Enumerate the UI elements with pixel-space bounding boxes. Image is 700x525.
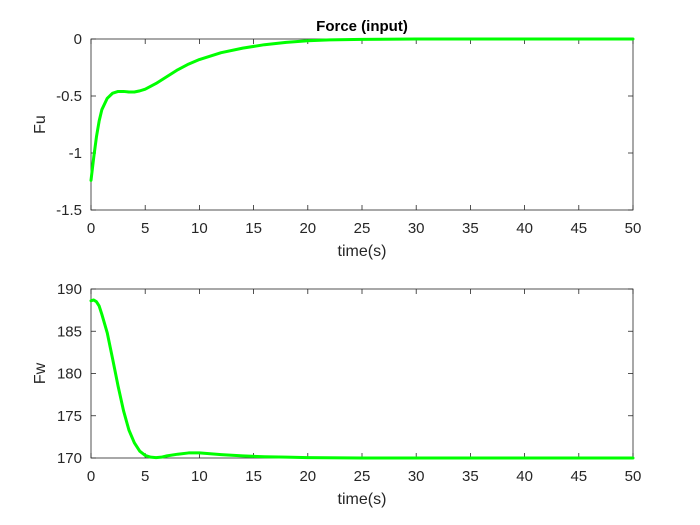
force-u-plot-area <box>90 38 634 211</box>
force-u-xtick-label: 40 <box>516 220 533 237</box>
force-u-series-line <box>89 37 635 182</box>
force-w-ytick-label: 175 <box>57 408 82 425</box>
force-w-xlabel: time(s) <box>338 491 387 508</box>
force-w-axes: 0 5 10 15 20 25 30 35 40 45 50 190 185 180 175 170 time(… <box>32 281 641 508</box>
force-u-ytick-label: 0 <box>74 31 82 48</box>
force-u-ylabel: Fu <box>32 115 49 134</box>
force-u-ytick-label: -0.5 <box>56 88 82 105</box>
force-u-xtick-label: 45 <box>570 220 587 237</box>
force-u-xlabel: time(s) <box>338 243 387 260</box>
force-u-ytick-label: -1 <box>69 145 82 162</box>
force-w-xtick-label: 30 <box>408 468 425 485</box>
force-w-plot-area <box>90 288 634 459</box>
force-w-xtick-label: 20 <box>299 468 316 485</box>
force-w-xtick-label: 35 <box>462 468 479 485</box>
force-w-xtick-label: 25 <box>354 468 371 485</box>
force-u-xtick-label: 25 <box>354 220 371 237</box>
force-u-xtick-label: 0 <box>87 220 95 237</box>
force-w-ytick-label: 185 <box>57 323 82 340</box>
force-w-xtick-label: 45 <box>570 468 587 485</box>
force-w-ylabel: Fw <box>32 362 49 384</box>
force-w-xtick-label: 40 <box>516 468 533 485</box>
force-w-ytick-label: 190 <box>57 281 82 298</box>
force-u-xtick-label: 15 <box>245 220 262 237</box>
force-u-xtick-label: 5 <box>141 220 149 237</box>
force-w-series-line <box>89 298 635 460</box>
force-w-xtick-label: 0 <box>87 468 95 485</box>
force-w-xtick-label: 15 <box>245 468 262 485</box>
force-w-xtick-label: 10 <box>191 468 208 485</box>
force-w-ytick-label: 180 <box>57 366 82 383</box>
force-u-title: Force (input) <box>316 18 408 35</box>
force-w-xtick-label: 5 <box>141 468 149 485</box>
force-u-xtick-label: 35 <box>462 220 479 237</box>
force-u-ytick-label: -1.5 <box>56 202 82 219</box>
force-u-xtick-label: 20 <box>299 220 316 237</box>
force-u-xtick-label: 50 <box>625 220 642 237</box>
force-u-xtick-label: 10 <box>191 220 208 237</box>
force-u-xtick-label: 30 <box>408 220 425 237</box>
force-u-axes: 0 5 10 15 20 25 30 35 40 45 50 0 -0.5 -1 -1.5 time(s) Fu… <box>32 18 641 260</box>
force-w-ytick-label: 170 <box>57 450 82 467</box>
force-w-xtick-label: 50 <box>625 468 642 485</box>
